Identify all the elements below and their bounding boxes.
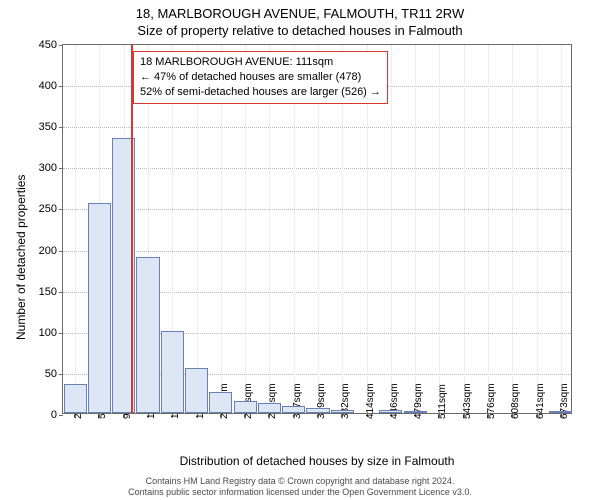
annotation-line: 52% of semi-detached houses are larger (… <box>140 85 381 100</box>
x-axis-label: Distribution of detached houses by size … <box>62 454 572 468</box>
y-tick-mark <box>59 415 63 416</box>
footer-line-2: Contains public sector information licen… <box>0 487 600 498</box>
x-tick-label: 349sqm <box>316 383 327 419</box>
gridline-v <box>439 45 440 413</box>
footer-attribution: Contains HM Land Registry data © Crown c… <box>0 476 600 499</box>
y-tick-mark <box>59 86 63 87</box>
histogram-bar <box>404 411 427 413</box>
x-tick-label: 317sqm <box>292 383 303 419</box>
y-tick-mark <box>59 45 63 46</box>
x-tick-label: 284sqm <box>267 383 278 419</box>
histogram-bar <box>209 392 232 413</box>
gridline-v <box>75 45 76 413</box>
gridline-v <box>512 45 513 413</box>
annotation-box: 18 MARLBOROUGH AVENUE: 111sqm← 47% of de… <box>133 51 388 104</box>
chart-title-subtitle: Size of property relative to detached ho… <box>0 21 600 38</box>
y-tick-mark <box>59 333 63 334</box>
footer-line-1: Contains HM Land Registry data © Crown c… <box>0 476 600 487</box>
x-tick-label: 446sqm <box>389 383 400 419</box>
x-tick-label: 641sqm <box>535 383 546 419</box>
histogram-bar <box>258 403 281 413</box>
x-tick-label: 382sqm <box>340 383 351 419</box>
x-tick-label: 576sqm <box>486 383 497 419</box>
gridline-h <box>63 127 571 128</box>
x-tick-label: 543sqm <box>462 383 473 419</box>
chart-container: 18, MARLBOROUGH AVENUE, FALMOUTH, TR11 2… <box>0 0 600 500</box>
gridline-v <box>488 45 489 413</box>
gridline-v <box>415 45 416 413</box>
x-tick-label: 511sqm <box>437 384 448 419</box>
histogram-bar <box>549 411 572 413</box>
histogram-bar <box>136 257 159 413</box>
y-tick-mark <box>59 251 63 252</box>
gridline-h <box>63 168 571 169</box>
y-tick-mark <box>59 292 63 293</box>
x-tick-label: 414sqm <box>365 383 376 419</box>
y-tick-mark <box>59 374 63 375</box>
gridline-v <box>391 45 392 413</box>
y-axis-label: Number of detached properties <box>14 175 28 340</box>
histogram-bar <box>234 401 257 413</box>
gridline-v <box>537 45 538 413</box>
histogram-bar <box>331 410 354 413</box>
histogram-bar <box>306 408 329 413</box>
annotation-line: 18 MARLBOROUGH AVENUE: 111sqm <box>140 55 381 70</box>
gridline-v <box>561 45 562 413</box>
plot-area: 05010015020025030035040045025sqm58sqm90s… <box>62 44 572 414</box>
x-tick-label: 479sqm <box>413 383 424 419</box>
x-tick-label: 673sqm <box>559 383 570 419</box>
histogram-bar <box>88 203 111 413</box>
y-tick-mark <box>59 127 63 128</box>
histogram-bar <box>185 368 208 413</box>
histogram-bar <box>282 406 305 413</box>
histogram-bar <box>161 331 184 413</box>
chart-title-address: 18, MARLBOROUGH AVENUE, FALMOUTH, TR11 2… <box>0 0 600 21</box>
gridline-h <box>63 251 571 252</box>
annotation-line: ← 47% of detached houses are smaller (47… <box>140 70 381 85</box>
x-tick-label: 608sqm <box>510 383 521 419</box>
histogram-bar <box>379 410 402 413</box>
y-tick-mark <box>59 168 63 169</box>
y-tick-mark <box>59 209 63 210</box>
gridline-v <box>464 45 465 413</box>
histogram-bar <box>64 384 87 413</box>
gridline-h <box>63 209 571 210</box>
